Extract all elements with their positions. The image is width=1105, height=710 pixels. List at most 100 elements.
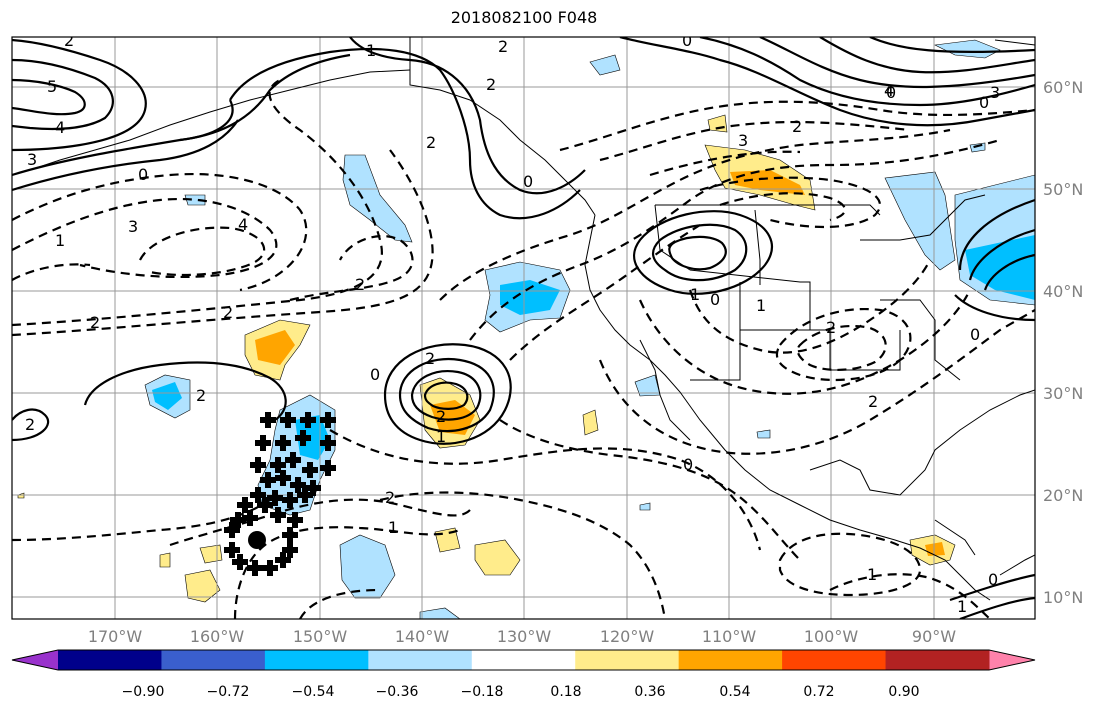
cross-marker bbox=[302, 462, 318, 478]
contour-label: 3 bbox=[990, 83, 1000, 102]
contour-label: 0 bbox=[970, 325, 980, 344]
cross-marker bbox=[290, 477, 306, 493]
map-frame bbox=[11, 36, 1036, 620]
cross-marker bbox=[242, 510, 258, 526]
contour-label: 1 bbox=[690, 285, 700, 304]
cross-marker bbox=[285, 452, 301, 468]
positive-contours bbox=[12, 37, 1035, 619]
center-dot-marker bbox=[248, 531, 266, 549]
contour-label: 3 bbox=[27, 150, 37, 169]
lon-label: 160°W bbox=[190, 627, 245, 646]
colorbar-tick-label: 0.72 bbox=[803, 684, 834, 700]
colorbar-tick-label: 0.54 bbox=[719, 684, 750, 700]
contour-label: 2 bbox=[436, 407, 446, 426]
colorbar-tick-label: −0.18 bbox=[461, 684, 504, 700]
colorbar-segment bbox=[471, 650, 576, 670]
colorbar-outline bbox=[11, 649, 1036, 671]
cross-marker bbox=[270, 507, 286, 523]
cross-marker bbox=[247, 560, 263, 576]
contour-label: 0 bbox=[523, 172, 533, 191]
contour-label: 2 bbox=[826, 318, 836, 337]
contour-label: 1 bbox=[55, 231, 65, 250]
colorbar-tick-label: 0.18 bbox=[550, 684, 581, 700]
colorbar-segment bbox=[885, 650, 990, 670]
cross-marker bbox=[260, 412, 276, 428]
contour-label: 1 bbox=[388, 518, 398, 537]
contour-label: 2 bbox=[25, 415, 35, 434]
lat-label: 30°N bbox=[1043, 384, 1083, 403]
contour-label: 2 bbox=[355, 275, 365, 294]
cross-marker bbox=[224, 542, 240, 558]
colorbar-segment bbox=[368, 650, 473, 670]
cross-marker bbox=[287, 512, 303, 528]
lat-label: 10°N bbox=[1043, 588, 1083, 607]
lat-label: 20°N bbox=[1043, 486, 1083, 505]
lat-label: 40°N bbox=[1043, 282, 1083, 301]
contour-label: 0 bbox=[370, 365, 380, 384]
contour-label: 1 bbox=[366, 41, 376, 60]
colorbar-tick-label: −0.36 bbox=[376, 684, 419, 700]
contour-label: 4 bbox=[55, 118, 65, 137]
cross-marker bbox=[250, 457, 266, 473]
cross-marker bbox=[320, 460, 336, 476]
cross-marker bbox=[282, 542, 298, 558]
contour-label: 0 bbox=[682, 31, 692, 50]
cross-marker bbox=[320, 412, 336, 428]
cross-marker bbox=[305, 480, 321, 496]
cross-marker bbox=[297, 487, 313, 503]
cross-marker bbox=[255, 435, 271, 451]
contour-label: 2 bbox=[385, 488, 395, 507]
contour-label: 2 bbox=[64, 31, 74, 50]
contour-labels: 2 1 2 2 0 5 4 3 0 1 3 4 2 2 2 0 2 2 2 0 … bbox=[25, 31, 1000, 616]
colorbar-extend-max bbox=[989, 650, 1035, 670]
cross-marker bbox=[270, 457, 286, 473]
colorbar-tick-label: 0.36 bbox=[634, 684, 665, 700]
cross-marker bbox=[257, 497, 273, 513]
contour-label: 3 bbox=[738, 131, 748, 150]
cross-marker bbox=[260, 472, 276, 488]
cross-marker bbox=[230, 512, 246, 528]
lat-label: 50°N bbox=[1043, 180, 1083, 199]
colorbar-segment bbox=[575, 650, 680, 670]
lon-label: 130°W bbox=[497, 627, 552, 646]
colorbar bbox=[11, 649, 1036, 671]
lon-label: 90°W bbox=[912, 627, 956, 646]
contour-label: 2 bbox=[223, 303, 233, 322]
cross-marker bbox=[275, 552, 291, 568]
cross-marker bbox=[275, 470, 291, 486]
colorbar-segment bbox=[161, 650, 266, 670]
colorbar-tick-label: −0.54 bbox=[292, 684, 335, 700]
contour-label: 5 bbox=[47, 77, 57, 96]
colorbar-segment bbox=[782, 650, 887, 670]
lon-label: 150°W bbox=[293, 627, 348, 646]
contour-label: 0 bbox=[138, 165, 148, 184]
contour-label: 2 bbox=[868, 392, 878, 411]
contour-label: 4 bbox=[238, 215, 248, 234]
contour-label: 2 bbox=[792, 117, 802, 136]
colorbar-tick-label: 0.90 bbox=[888, 684, 919, 700]
colorbar-segment bbox=[58, 650, 162, 670]
contour-label: 1 bbox=[756, 296, 766, 315]
contour-label: 2 bbox=[90, 313, 100, 332]
lon-label: 120°W bbox=[600, 627, 655, 646]
lon-label: 100°W bbox=[804, 627, 859, 646]
cross-marker bbox=[300, 412, 316, 428]
contour-label: 0 bbox=[886, 83, 896, 102]
shading-layer bbox=[17, 39, 1035, 619]
contour-label: 2 bbox=[196, 386, 206, 405]
contour-label: 0 bbox=[988, 570, 998, 589]
latitude-labels: 60°N 50°N 40°N 30°N 20°N 10°N bbox=[1043, 78, 1083, 607]
contour-label: 1 bbox=[867, 565, 877, 584]
colorbar-extend-min bbox=[12, 650, 58, 670]
graticule bbox=[12, 37, 1035, 619]
colorbar-tick-label: −0.90 bbox=[122, 684, 165, 700]
contour-label: 2 bbox=[498, 37, 508, 56]
cross-marker bbox=[282, 527, 298, 543]
lon-label: 140°W bbox=[395, 627, 450, 646]
cross-marker bbox=[320, 435, 336, 451]
cross-marker bbox=[250, 487, 266, 503]
cross-marker bbox=[280, 412, 296, 428]
map-title: 2018082100 F048 bbox=[450, 8, 598, 27]
cross-marker bbox=[267, 490, 283, 506]
